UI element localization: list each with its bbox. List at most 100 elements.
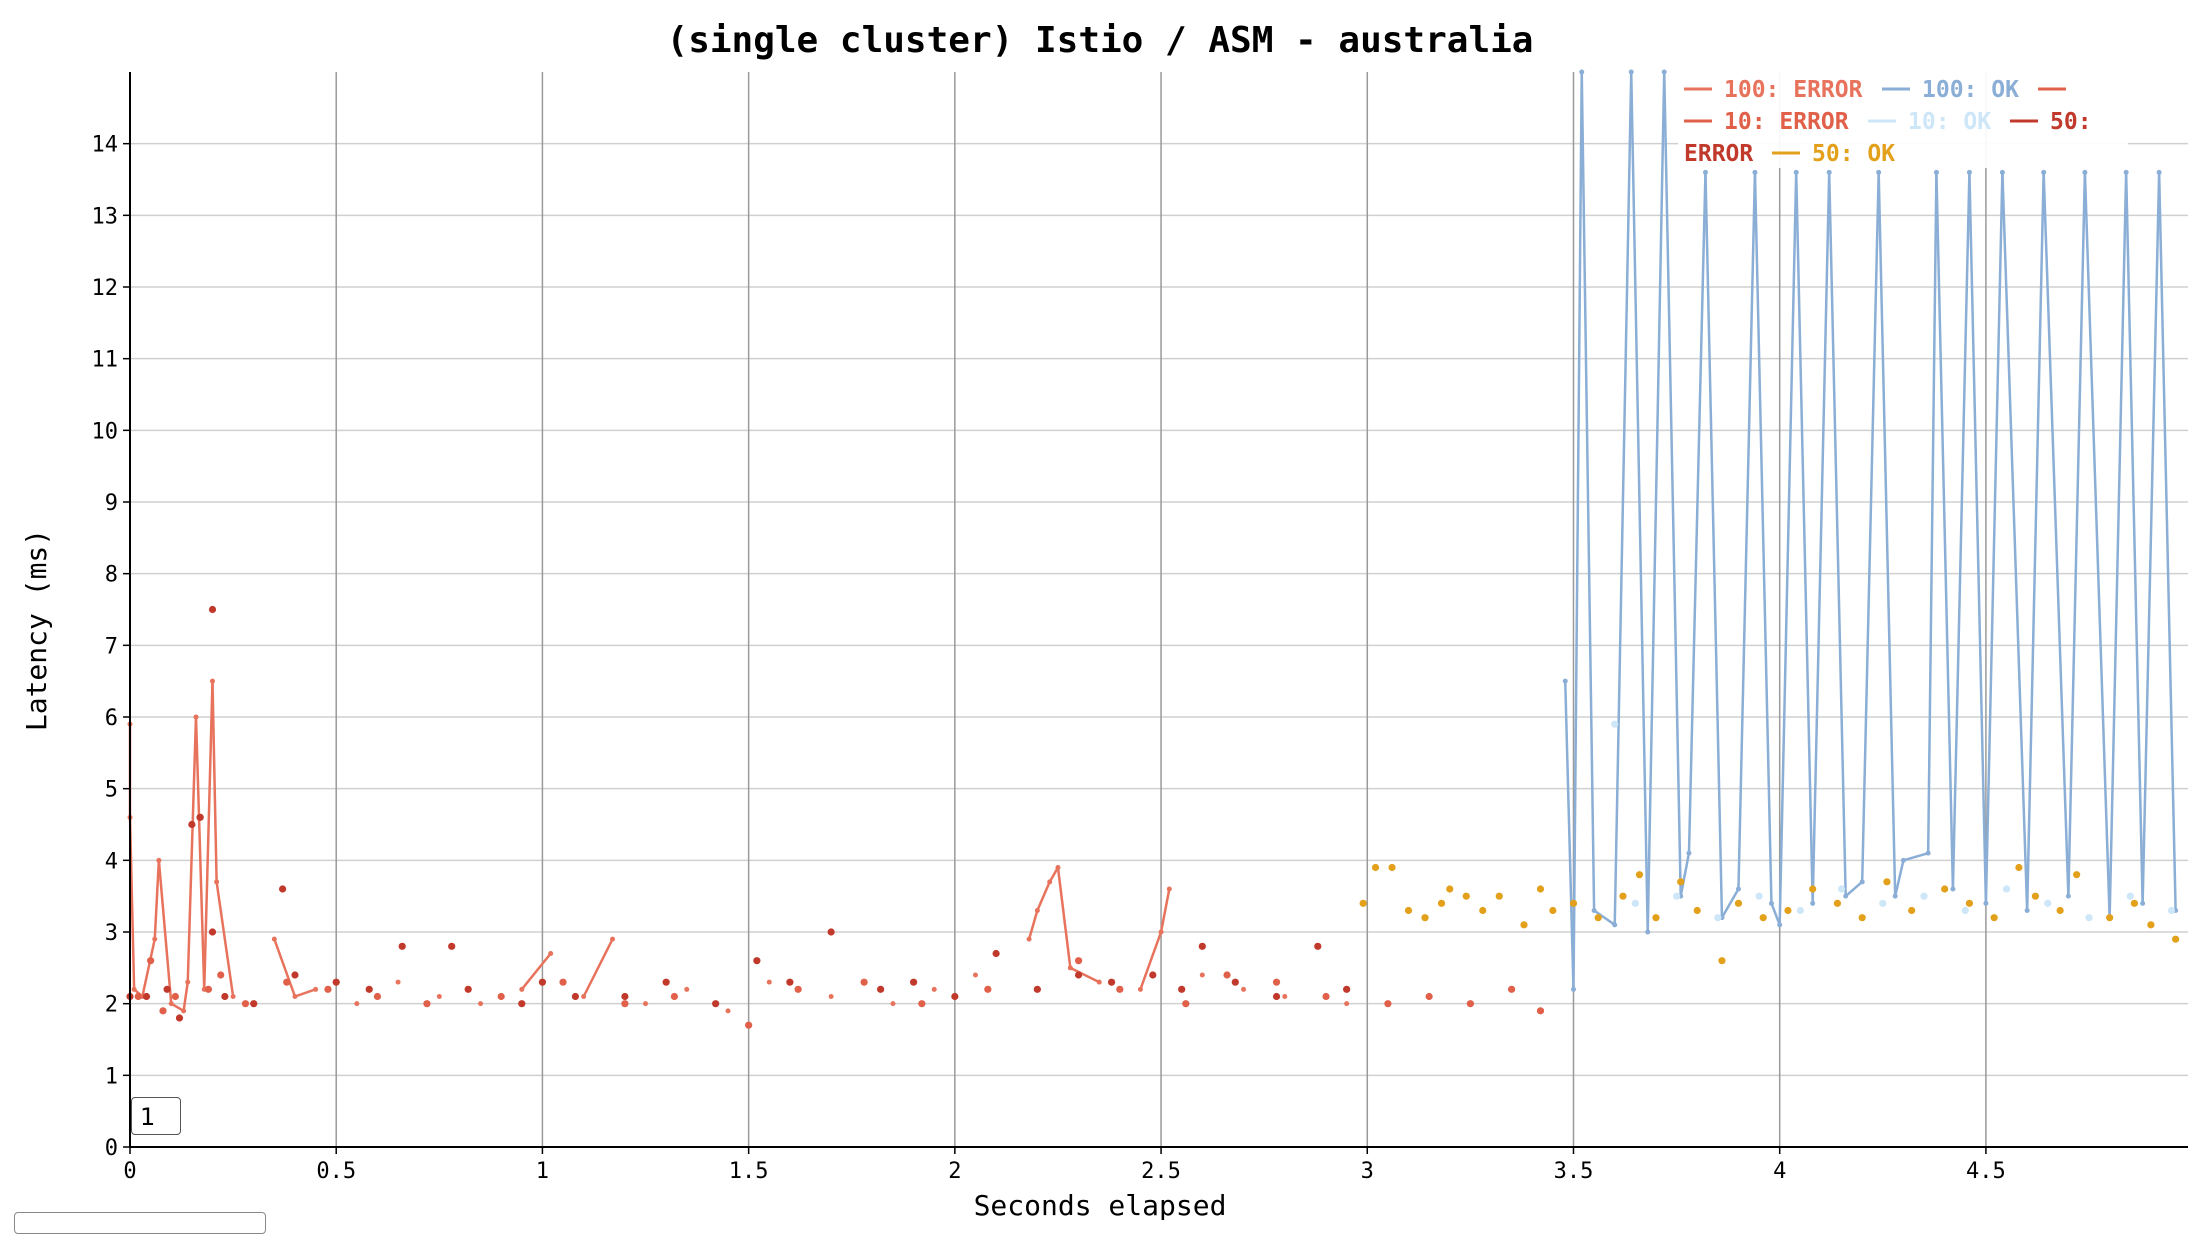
series-4-point-3 <box>175 1014 184 1022</box>
series-0-point-25 <box>643 1001 649 1007</box>
series-2-point-27 <box>1384 1000 1392 1008</box>
series-0-point-29 <box>828 994 834 999</box>
series-1-segment-14 <box>1753 172 1773 904</box>
page-number-input[interactable]: 1 <box>131 1097 181 1135</box>
series-0-point-42 <box>1199 972 1205 978</box>
series-5-point-22 <box>1759 914 1767 922</box>
series-5-point-25 <box>1833 899 1842 907</box>
y-tick-label-14: 14 <box>92 133 119 158</box>
series-4-point-5 <box>196 813 204 821</box>
series-2-point-25 <box>1272 978 1281 986</box>
x-axis-label: Seconds elapsed <box>974 1189 1227 1220</box>
series-0-point-28 <box>766 979 772 985</box>
series-5-point-11 <box>1536 885 1545 893</box>
chart-series <box>126 69 2180 1029</box>
series-4-point-30 <box>1033 985 1041 993</box>
legend-label-1-0: 10: ERROR <box>1724 109 1849 135</box>
y-tick-label-4: 4 <box>105 849 118 874</box>
legend-label-1-2: 50: <box>2050 109 2092 135</box>
series-1-segment-5 <box>1613 71 1633 925</box>
series-0-point-13 <box>230 994 236 999</box>
series-2 <box>134 813 1545 1029</box>
x-tick-label-8: 4 <box>1773 1159 1786 1184</box>
series-2-point-28 <box>1425 992 1433 1001</box>
series-4-point-17 <box>518 1000 526 1008</box>
series-1-segment-20 <box>1844 880 1864 898</box>
series-0-segment-37 <box>1056 867 1072 968</box>
y-tick-label-1: 1 <box>105 1064 118 1089</box>
series-5-point-8 <box>1479 906 1487 915</box>
series-2-point-22 <box>1116 985 1124 993</box>
series-5-point-21 <box>1734 899 1743 907</box>
series-5-point-24 <box>1809 885 1817 893</box>
series-2-point-19 <box>918 1000 926 1008</box>
series-4-point-20 <box>621 992 629 1001</box>
series-5-point-23 <box>1784 906 1792 915</box>
series-0-segment-11 <box>202 681 214 990</box>
series-4-point-22 <box>712 1000 720 1008</box>
series-4-point-29 <box>992 949 1000 958</box>
series-5-point-17 <box>1652 914 1660 922</box>
series-4-point-31 <box>1074 971 1083 979</box>
series-5 <box>1359 863 2180 965</box>
series-0-segment-12 <box>211 681 218 882</box>
series-5-point-7 <box>1462 892 1470 900</box>
series-2-point-15 <box>670 992 679 1001</box>
series-1-segment-13 <box>1737 172 1757 890</box>
series-5-point-3 <box>1404 906 1413 915</box>
series-0 <box>127 678 1350 1014</box>
series-2-point-12 <box>497 992 505 1001</box>
series-2-point-30 <box>1508 985 1516 993</box>
series-0-point-31 <box>931 986 937 992</box>
series-1-segment-9 <box>1679 852 1691 897</box>
series-4-point-13 <box>365 985 373 993</box>
chart-legend: 100: ERROR 100: OK 10: ERROR 10: OK 50: ERROR… <box>1678 70 2128 168</box>
series-5-point-10 <box>1520 921 1528 929</box>
y-tick-label-10: 10 <box>92 419 119 444</box>
series-0-point-30 <box>890 1001 896 1007</box>
series-2-point-3 <box>171 992 179 1001</box>
series-0-segment-36 <box>1048 866 1060 883</box>
legend-label-0-1: 100: OK <box>1922 77 2019 103</box>
y-tick-label-9: 9 <box>105 491 118 516</box>
series-2-point-20 <box>984 985 992 993</box>
series-5-point-2 <box>1388 863 1396 872</box>
series-0-segment-8 <box>182 981 189 1012</box>
series-4-point-38 <box>1314 942 1322 950</box>
series-2-point-10 <box>373 992 382 1001</box>
series-4-point-2 <box>163 985 171 993</box>
series-1-segment-1 <box>1563 681 1575 990</box>
series-1-segment-35 <box>2108 172 2128 918</box>
series-4-point-26 <box>877 985 885 993</box>
series-0-segment-15 <box>273 938 297 997</box>
x-tick-label-9: 4.5 <box>1966 1159 2006 1184</box>
x-tick-label-0: 0 <box>123 1159 136 1184</box>
series-4-point-18 <box>538 978 547 986</box>
series-2-point-17 <box>794 985 802 993</box>
series-3-point-5 <box>1796 906 1804 915</box>
series-4-point-36 <box>1231 978 1239 986</box>
series-2-point-14 <box>621 1000 629 1008</box>
series-1-segment-36 <box>2124 172 2144 904</box>
series-5-point-9 <box>1495 892 1503 900</box>
series-5-point-6 <box>1446 885 1454 893</box>
series-2-point-23 <box>1182 1000 1190 1008</box>
series-3 <box>1611 720 2176 922</box>
series-1-segment-11 <box>1704 172 1724 918</box>
legend-label-1-1: 10: OK <box>1908 109 1991 135</box>
series-5-point-1 <box>1371 863 1380 872</box>
series-5-point-39 <box>2172 935 2180 943</box>
series-1-segment-2 <box>1572 71 1583 990</box>
series-1-segment-19 <box>1827 172 1847 897</box>
series-1-segment-34 <box>2083 172 2111 918</box>
series-4-point-37 <box>1272 992 1281 1001</box>
series-0-segment-5 <box>153 860 161 940</box>
bottom-control[interactable] <box>14 1212 266 1234</box>
series-1-segment-25 <box>1926 172 1938 854</box>
series-4-point-23 <box>753 957 761 965</box>
legend-label-0-0: 100: ERROR <box>1724 77 1863 103</box>
series-1-segment-23 <box>1893 860 1905 897</box>
series-5-point-35 <box>2073 871 2081 879</box>
series-0-segment-13 <box>215 881 235 997</box>
